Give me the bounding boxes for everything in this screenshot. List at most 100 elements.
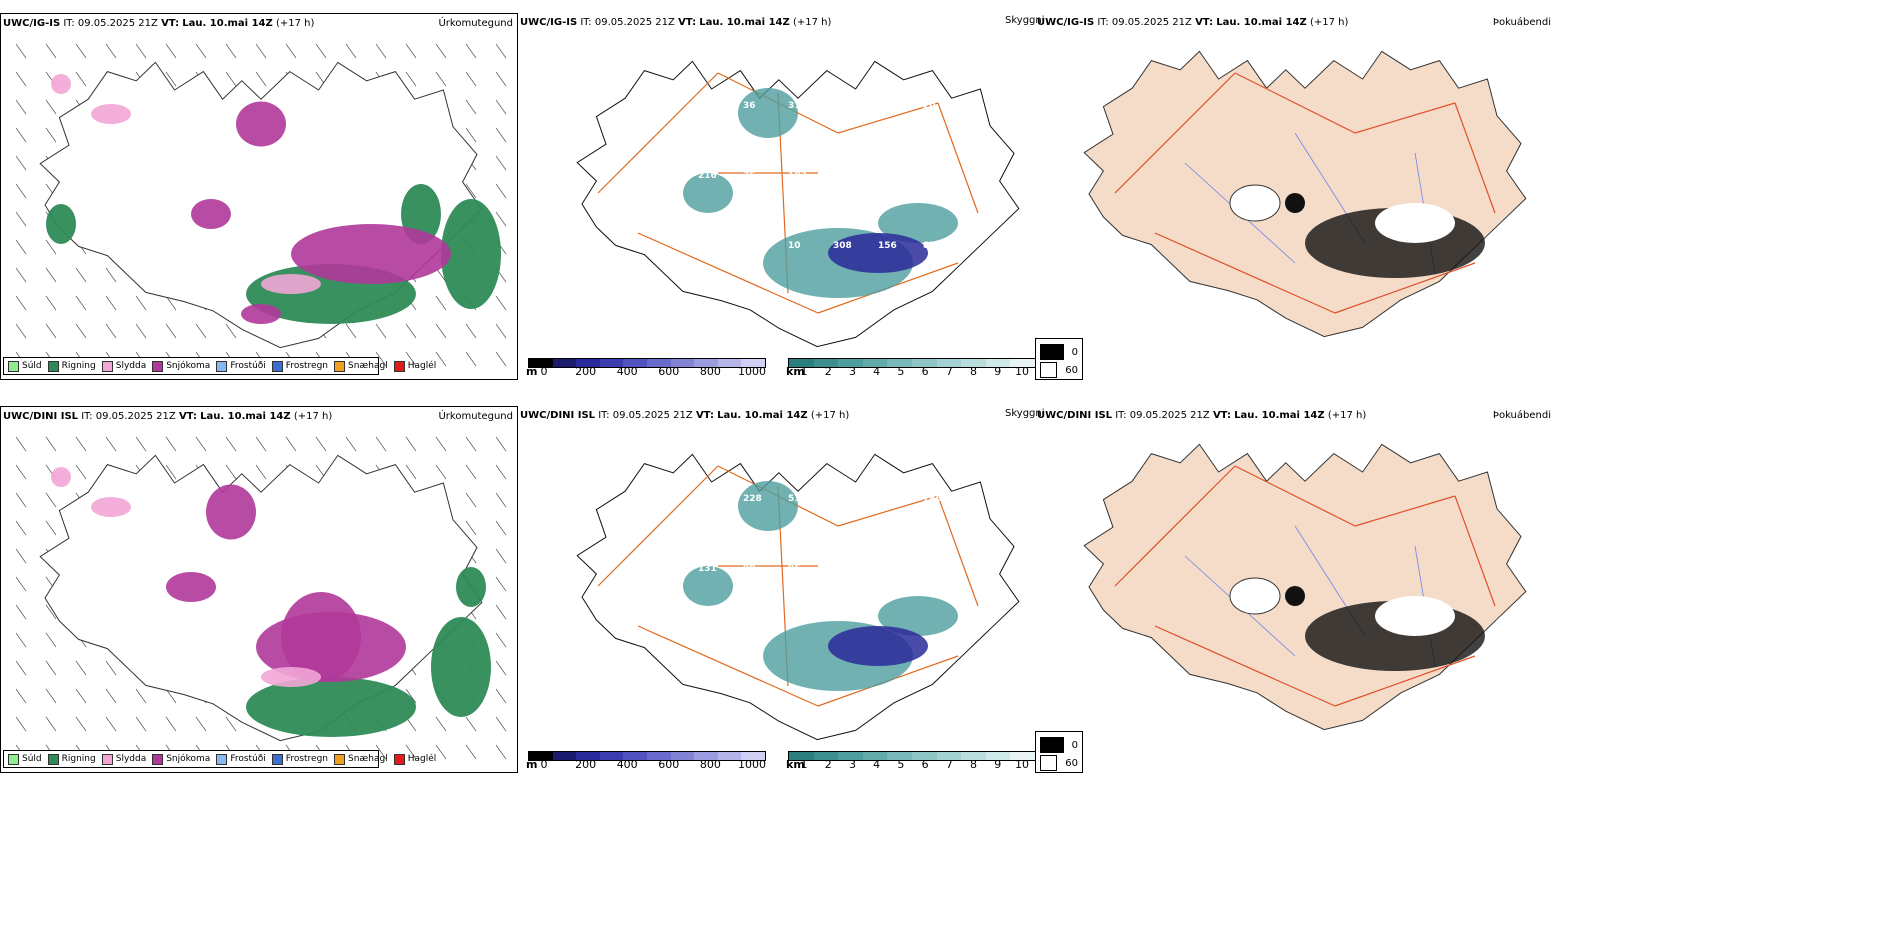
wind-barb xyxy=(345,323,357,339)
legend-label: Frostregn xyxy=(285,361,329,371)
legend-swatch xyxy=(334,753,346,765)
precip-legend: Súld Rigning Slydda Snjókoma Frostúði Frostre… xyxy=(3,357,436,375)
snow-area xyxy=(236,101,286,147)
wind-barb xyxy=(15,520,27,536)
wind-barb xyxy=(135,295,147,311)
cloudbase-label: 511 xyxy=(788,494,807,504)
precip-panel-name: Úrkomutegund xyxy=(438,18,513,29)
wind-barb xyxy=(495,548,507,564)
road-line xyxy=(1114,72,1236,194)
cloudbase-label: 75 xyxy=(743,171,756,181)
road-line xyxy=(1234,465,1356,527)
precip-legend-item: Frostúði xyxy=(216,753,266,765)
wind-barb xyxy=(15,323,27,339)
wind-barb xyxy=(165,716,177,732)
wind-barb xyxy=(15,155,27,171)
colorbar-tick: 200 xyxy=(575,365,597,378)
visibility-ticks: km 1 2 3 4 5 6 7 8 9 10 xyxy=(786,758,1036,772)
colorbar-cell xyxy=(694,752,718,760)
wind-barb xyxy=(135,323,147,339)
colorbar-cell xyxy=(936,359,962,367)
coastline xyxy=(576,60,1020,348)
legend-label: Rigning xyxy=(61,361,96,371)
legend-swatch xyxy=(216,360,228,372)
snow-area xyxy=(206,484,256,540)
cloudbase-label: 87 xyxy=(923,241,936,251)
road-line xyxy=(1354,102,1456,134)
cloudbase-label: 90 xyxy=(743,564,756,574)
glacier-area xyxy=(1229,184,1281,222)
colorbar-tick: 3 xyxy=(848,365,856,378)
coastline xyxy=(576,453,1020,741)
visibility-colorbar xyxy=(788,358,1036,368)
cloudbase-label: 159 xyxy=(878,171,897,181)
wind-barb xyxy=(15,239,27,255)
wind-barb xyxy=(165,71,177,87)
wind-barb xyxy=(495,351,507,367)
wind-barb xyxy=(375,323,387,339)
wind-barb xyxy=(465,183,477,199)
colorbar-tick: 400 xyxy=(616,758,638,771)
sleet-area xyxy=(91,497,131,517)
precip-legend-item: Haglél xyxy=(393,753,436,765)
wind-barb xyxy=(435,464,447,480)
wind-barb xyxy=(495,744,507,760)
precip-legend-item: Snæhagl xyxy=(334,360,388,372)
wind-barb xyxy=(75,323,87,339)
fog-panel-name: Þokuábendi xyxy=(1492,17,1551,28)
wind-barb xyxy=(495,464,507,480)
colorbar-cell xyxy=(529,752,553,760)
precip-legend-item: Snjókoma xyxy=(152,753,210,765)
colorbar-cell xyxy=(961,752,986,760)
wind-barb xyxy=(375,43,387,59)
legend-swatch xyxy=(271,753,283,765)
legend-label: Frostregn xyxy=(285,754,329,764)
wind-barb xyxy=(45,520,57,536)
precip-map-row1 xyxy=(15,43,507,367)
wind-barb xyxy=(495,155,507,171)
wind-barb xyxy=(435,295,447,311)
cloudbase-label: 103 xyxy=(788,171,807,181)
wind-barb xyxy=(105,267,117,283)
wind-barb xyxy=(255,436,267,452)
visibility-area xyxy=(738,88,798,138)
wind-barb xyxy=(15,71,27,87)
low-cloud-area xyxy=(828,233,928,273)
colorbar-cell xyxy=(670,752,695,760)
wind-barb xyxy=(435,351,447,367)
wind-barb xyxy=(195,716,207,732)
fog-panel-name: Þokuábendi xyxy=(1492,410,1551,421)
colorbar-tick: 3 xyxy=(848,758,856,771)
wind-barb xyxy=(405,43,417,59)
cloudbase-label: 290 xyxy=(878,494,897,504)
colorbar-cell xyxy=(552,752,577,760)
cloudbase-label: 373 xyxy=(788,101,807,111)
wind-barb xyxy=(45,716,57,732)
road-line xyxy=(837,495,939,527)
wind-barb xyxy=(495,436,507,452)
wind-barb xyxy=(135,716,147,732)
colorbar-cell xyxy=(717,359,742,367)
colorbar-cell xyxy=(670,359,695,367)
wind-barb xyxy=(375,744,387,760)
precip-map-row2 xyxy=(15,436,507,760)
precip-legend-item: Slydda xyxy=(101,753,146,765)
fog-area xyxy=(1285,586,1305,606)
colorbar-tick: 800 xyxy=(699,758,721,771)
precip-legend-item: Súld xyxy=(8,360,42,372)
visibility-panel-row1: UWC/IG-IS IT: 09.05.2025 21Z VT: Lau. 10… xyxy=(518,13,1045,380)
fog-panel-row1: UWC/IG-IS IT: 09.05.2025 21Z VT: Lau. 10… xyxy=(1035,13,1555,380)
cloudbase-label: 785 xyxy=(923,494,942,504)
wind-barb xyxy=(345,43,357,59)
wind-barb xyxy=(15,127,27,143)
fog-legend-low: 60 xyxy=(1065,757,1078,769)
colorbar-cell xyxy=(646,752,671,760)
wind-barb xyxy=(495,716,507,732)
precip-panel-row2: UWC/DINI ISL IT: 09.05.2025 21Z VT: Lau.… xyxy=(0,406,518,773)
colorbar-tick: 8 xyxy=(970,758,978,771)
fog-legend-low: 60 xyxy=(1065,364,1078,376)
sleet-area xyxy=(91,104,131,124)
colorbar-cell xyxy=(1010,752,1035,760)
sleet-area xyxy=(51,467,71,487)
visibility-panel-name: Skyggni xyxy=(1005,15,1045,26)
